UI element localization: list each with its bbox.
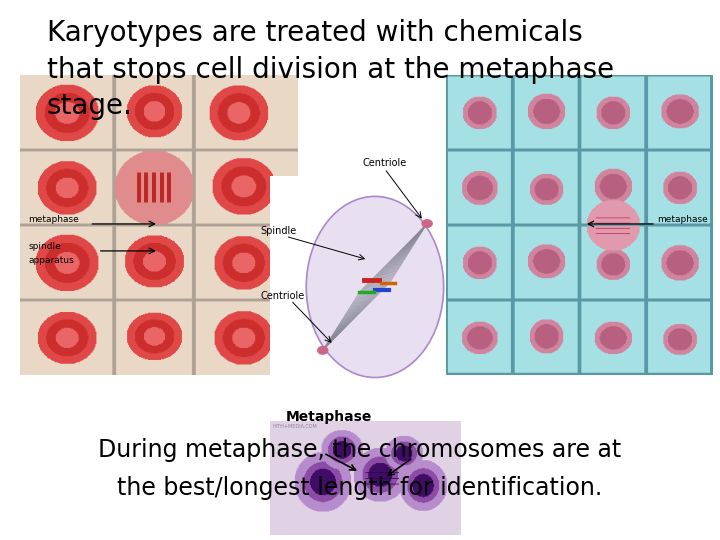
FancyBboxPatch shape <box>270 176 461 408</box>
Circle shape <box>318 347 328 354</box>
Text: metaphase: metaphase <box>657 215 708 224</box>
Text: Karyotypes are treated with chemicals
that stops cell division at the metaphase
: Karyotypes are treated with chemicals th… <box>47 19 614 120</box>
Circle shape <box>422 220 432 227</box>
Text: Centriole: Centriole <box>362 158 407 168</box>
Text: Metaphase: Metaphase <box>285 410 372 424</box>
Text: Spindle: Spindle <box>261 226 297 235</box>
Text: spindle: spindle <box>29 242 61 251</box>
Text: apparatus: apparatus <box>29 255 74 265</box>
Text: metaphase: metaphase <box>29 214 79 224</box>
Text: During metaphase, the chromosomes are at: During metaphase, the chromosomes are at <box>99 438 621 462</box>
Ellipse shape <box>306 197 444 377</box>
Text: HiTH+MEDIA.COM: HiTH+MEDIA.COM <box>273 424 318 429</box>
Text: the best/longest length for identification.: the best/longest length for identificati… <box>117 476 603 500</box>
Text: Centriole: Centriole <box>261 291 305 301</box>
